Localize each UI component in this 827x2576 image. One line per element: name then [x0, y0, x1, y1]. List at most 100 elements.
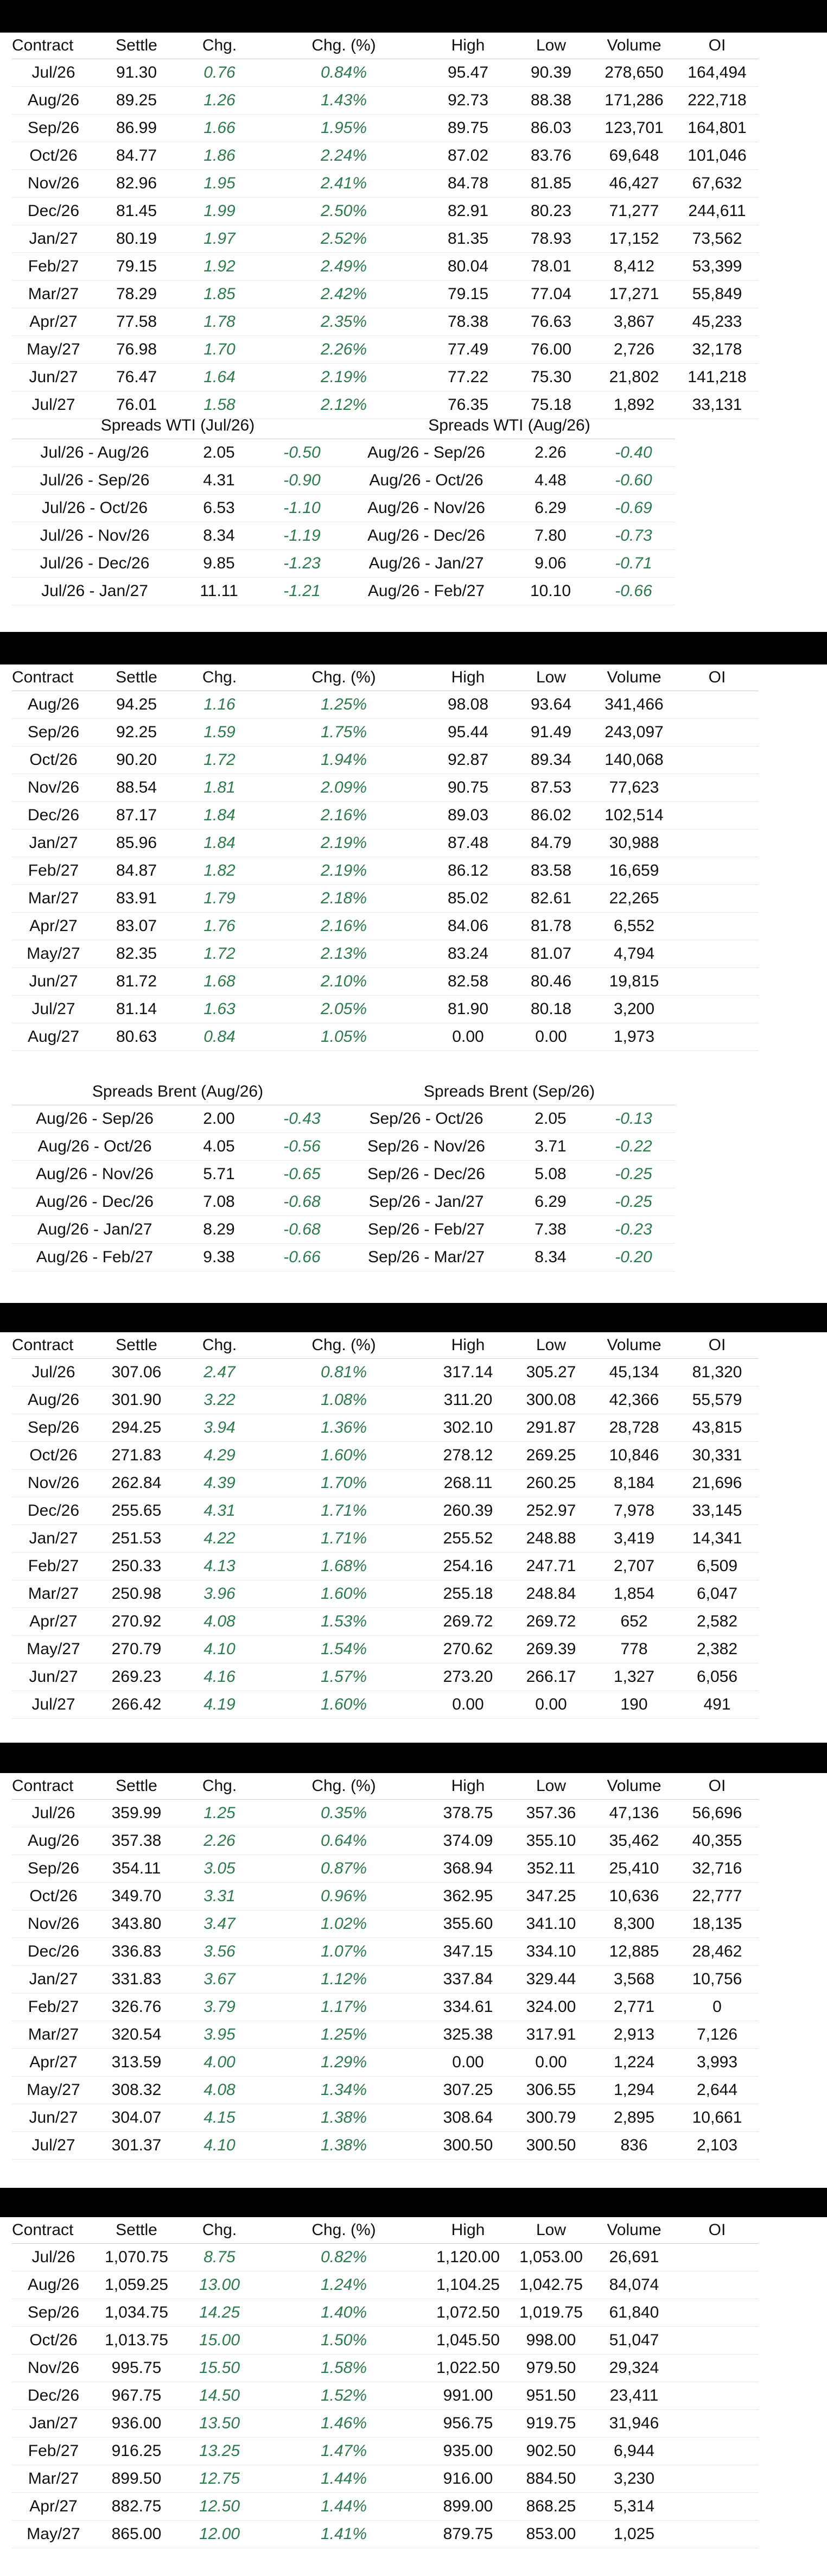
low-cell: 90.39: [510, 59, 593, 87]
volume-cell: 4,794: [593, 940, 676, 968]
volume-cell: 652: [593, 1608, 676, 1636]
settle-cell: 307.06: [95, 1359, 178, 1387]
change-cell: 13.25: [178, 2438, 261, 2465]
spread-pair-cell: Sep/26 - Feb/27: [343, 1216, 509, 1244]
change-cell: 1.81: [178, 774, 261, 802]
low-cell: 902.50: [510, 2438, 593, 2465]
settle-cell: 89.25: [95, 87, 178, 115]
contract-cell: Jan/27: [12, 1525, 95, 1553]
change-cell: 4.16: [178, 1663, 261, 1691]
section-header-bar: [0, 1303, 827, 1332]
change-cell: 3.96: [178, 1580, 261, 1608]
high-cell: 89.75: [427, 115, 510, 142]
spread-value-cell: 5.71: [177, 1161, 260, 1188]
spread-change-cell: -0.68: [260, 1216, 343, 1244]
change-cell: 1.76: [178, 913, 261, 940]
contract-cell: May/27: [12, 940, 95, 968]
contract-cell: May/27: [12, 2077, 95, 2104]
high-cell: 334.61: [427, 1993, 510, 2021]
low-cell: 247.71: [510, 1553, 593, 1580]
open-interest-cell: 244,611: [676, 198, 759, 225]
change-cell: 12.00: [178, 2521, 261, 2548]
contract-cell: Jun/27: [12, 1663, 95, 1691]
change-pct-cell: 1.40%: [261, 2299, 427, 2327]
column-header-high: High: [427, 664, 510, 691]
low-cell: 88.38: [510, 87, 593, 115]
settle-cell: 349.70: [95, 1883, 178, 1910]
spread-change-cell: -0.50: [260, 439, 343, 467]
change-pct-cell: 1.53%: [261, 1608, 427, 1636]
spread-change-cell: -0.25: [592, 1161, 675, 1188]
column-header-open-interest: OI: [676, 1332, 759, 1359]
volume-cell: 25,410: [593, 1855, 676, 1883]
volume-cell: 8,300: [593, 1910, 676, 1938]
change-pct-cell: 1.94%: [261, 746, 427, 774]
change-pct-cell: 1.24%: [261, 2271, 427, 2299]
change-pct-cell: 2.13%: [261, 940, 427, 968]
volume-cell: 2,913: [593, 2021, 676, 2049]
open-interest-cell: [676, 885, 759, 913]
column-header-contract: Contract: [12, 664, 95, 691]
gasoline-table: Contract Settle Chg. Chg. (%) High Low Volume O…: [12, 1332, 785, 1719]
high-cell: 311.20: [427, 1387, 510, 1414]
volume-cell: 31,946: [593, 2410, 676, 2438]
column-header-volume: Volume: [593, 1773, 676, 1800]
high-cell: 85.02: [427, 885, 510, 913]
volume-cell: 341,466: [593, 691, 676, 719]
volume-cell: 51,047: [593, 2327, 676, 2355]
brent-spreads-section: Spreads Brent (Aug/26) Spreads Brent (Sep…: [0, 1079, 827, 1271]
low-cell: 1,053.00: [510, 2244, 593, 2271]
gasoline-section: Contract Settle Chg. Chg. (%) High Low Volume O…: [0, 1303, 827, 1719]
spread-pair-cell: Aug/26 - Feb/27: [343, 578, 509, 605]
settle-cell: 294.25: [95, 1414, 178, 1442]
settle-cell: 270.92: [95, 1608, 178, 1636]
low-cell: 89.34: [510, 746, 593, 774]
settle-cell: 326.76: [95, 1993, 178, 2021]
change-pct-cell: 1.75%: [261, 719, 427, 746]
low-cell: 998.00: [510, 2327, 593, 2355]
contract-cell: Jul/27: [12, 996, 95, 1023]
open-interest-cell: 6,509: [676, 1553, 759, 1580]
contract-cell: Dec/26: [12, 1938, 95, 1966]
volume-cell: 2,726: [593, 336, 676, 364]
low-cell: 979.50: [510, 2355, 593, 2382]
spread-value-cell: 7.80: [509, 522, 592, 550]
contract-cell: Feb/27: [12, 857, 95, 885]
change-pct-cell: 1.34%: [261, 2077, 427, 2104]
open-interest-cell: [676, 2299, 759, 2327]
open-interest-cell: 45,233: [676, 308, 759, 336]
settle-cell: 81.14: [95, 996, 178, 1023]
open-interest-cell: [676, 2355, 759, 2382]
volume-cell: 30,988: [593, 830, 676, 857]
spread-pair-cell: Jul/26 - Jan/27: [12, 578, 177, 605]
volume-cell: 140,068: [593, 746, 676, 774]
contract-cell: Sep/26: [12, 2299, 95, 2327]
settle-cell: 79.15: [95, 253, 178, 281]
low-cell: 80.18: [510, 996, 593, 1023]
volume-cell: 84,074: [593, 2271, 676, 2299]
column-header-settle: Settle: [95, 2217, 178, 2244]
spread-pair-cell: Sep/26 - Jan/27: [343, 1188, 509, 1216]
spread-change-cell: -0.71: [592, 550, 675, 578]
high-cell: 81.90: [427, 996, 510, 1023]
change-cell: 1.84: [178, 830, 261, 857]
volume-cell: 12,885: [593, 1938, 676, 1966]
change-cell: 1.68: [178, 968, 261, 996]
column-header-settle: Settle: [95, 1332, 178, 1359]
low-cell: 300.50: [510, 2132, 593, 2160]
contract-cell: Jan/27: [12, 830, 95, 857]
column-header-contract: Contract: [12, 1332, 95, 1359]
contract-cell: Jul/26: [12, 2244, 95, 2271]
open-interest-cell: [676, 2521, 759, 2548]
change-cell: 13.00: [178, 2271, 261, 2299]
contract-cell: Dec/26: [12, 1497, 95, 1525]
open-interest-cell: 55,579: [676, 1387, 759, 1414]
volume-cell: 8,412: [593, 253, 676, 281]
volume-cell: 836: [593, 2132, 676, 2160]
high-cell: 95.44: [427, 719, 510, 746]
change-pct-cell: 1.25%: [261, 2021, 427, 2049]
low-cell: 248.84: [510, 1580, 593, 1608]
settle-cell: 80.19: [95, 225, 178, 253]
spread-value-cell: 9.85: [177, 550, 260, 578]
contract-cell: Apr/27: [12, 308, 95, 336]
